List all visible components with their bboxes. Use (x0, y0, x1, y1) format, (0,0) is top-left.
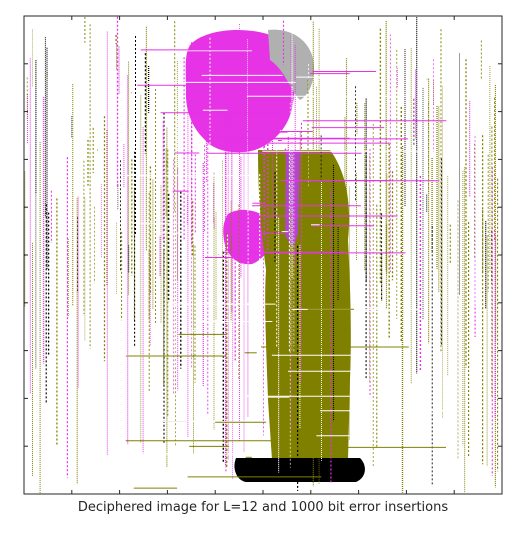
suit-shape (258, 150, 351, 460)
axis-ticks (24, 16, 502, 494)
figure-caption: Deciphered image for L=12 and 1000 bit e… (77, 500, 449, 515)
axes (23, 15, 503, 495)
shoes-shape (234, 458, 365, 482)
hair-shape (268, 29, 315, 101)
noise-lines (24, 16, 502, 494)
deciphered-image (24, 16, 502, 494)
